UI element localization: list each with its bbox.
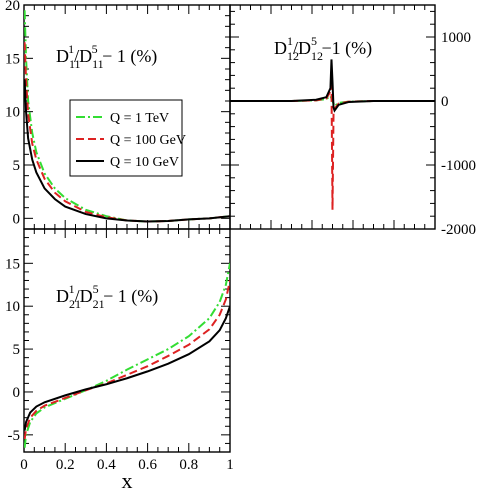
legend-entry: Q = 1 TeV bbox=[110, 111, 169, 126]
series-line bbox=[24, 263, 230, 448]
panel-label: D111/D115 − 1 (%) bbox=[56, 42, 157, 71]
panel-label: D121/D125 −1 (%) bbox=[274, 34, 372, 63]
legend-entry: Q = 10 GeV bbox=[110, 155, 179, 170]
panel-d12: 1000 0 -1000 -2000 D121/D125 −1 (%) bbox=[229, 4, 476, 238]
y-tick-label: 5 bbox=[13, 158, 21, 174]
y-tick-label: -1000 bbox=[441, 158, 476, 174]
x-tick-label: 0.2 bbox=[56, 457, 75, 473]
y-tick-label: 0 bbox=[441, 94, 449, 110]
series-line bbox=[24, 79, 230, 223]
series-line bbox=[24, 280, 230, 440]
series-line bbox=[24, 10, 230, 223]
panel-label: D211/D215 − 1 (%) bbox=[56, 282, 158, 311]
y-tick-label: 15 bbox=[5, 51, 20, 67]
series-line bbox=[230, 59, 435, 113]
panel-d21: -5 0 5 10 15 0 0.2 0.4 0.6 0.8 1 x D211/D215 − 1 (%) bbox=[5, 228, 234, 491]
y-tick-label: 0 bbox=[13, 211, 21, 227]
y-tick-label: 15 bbox=[5, 256, 20, 272]
x-tick-label: 0.6 bbox=[138, 457, 157, 473]
legend-entry: Q = 100 GeV bbox=[110, 133, 186, 148]
y-tick-label: -5 bbox=[8, 428, 21, 444]
x-axis-title: x bbox=[122, 468, 133, 491]
y-tick-label: 0 bbox=[13, 385, 21, 401]
x-tick-label: 1 bbox=[226, 457, 234, 473]
panel-d11: 0 5 10 15 20 D111/D115 − 1 (%) Q = 1 TeV Q = 10… bbox=[5, 0, 231, 230]
x-tick-label: 0.4 bbox=[97, 457, 116, 473]
y-tick-label: 10 bbox=[5, 105, 20, 121]
series-line bbox=[24, 42, 230, 223]
y-tick-label: 10 bbox=[5, 299, 20, 315]
y-tick-label: 5 bbox=[13, 342, 21, 358]
series-line bbox=[24, 305, 230, 431]
plot-frame bbox=[23, 228, 231, 453]
y-tick-label: 20 bbox=[5, 0, 20, 14]
y-tick-label: -2000 bbox=[441, 222, 476, 238]
x-tick-label: 0 bbox=[20, 457, 28, 473]
x-tick-label: 0.8 bbox=[179, 457, 198, 473]
y-tick-label: 1000 bbox=[441, 30, 471, 46]
